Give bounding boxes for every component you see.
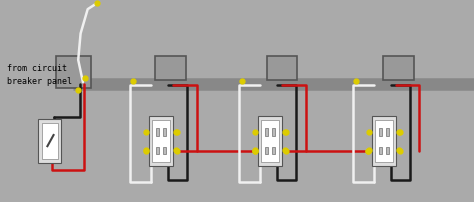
Bar [155,57,186,81]
Bar [56,57,91,89]
Bar [372,116,396,167]
Bar [375,121,393,162]
Text: from circuit
breaker panel: from circuit breaker panel [7,64,72,85]
Bar [272,129,275,136]
Bar [379,147,382,154]
Bar [149,116,173,167]
Bar [163,147,166,154]
Bar [266,57,297,81]
Bar [261,121,279,162]
Bar [163,129,166,136]
Bar [42,124,58,159]
Bar [272,147,275,154]
Bar [386,147,389,154]
Bar [258,116,282,167]
Bar [383,57,413,81]
Bar [156,129,159,136]
Bar [152,121,170,162]
Bar [379,129,382,136]
Bar [386,129,389,136]
Bar [38,119,61,164]
Bar [265,147,268,154]
Bar [156,147,159,154]
Bar [265,129,268,136]
